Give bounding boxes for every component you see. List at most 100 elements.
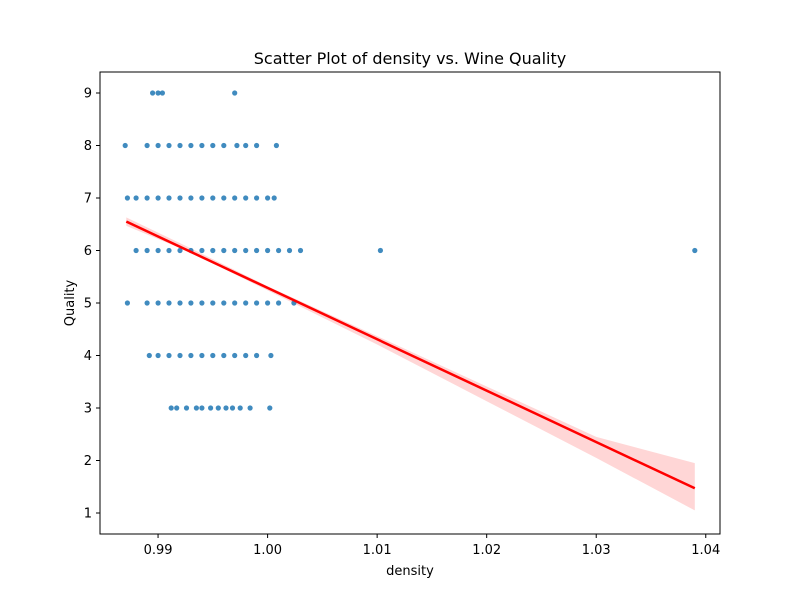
scatter-point bbox=[232, 300, 238, 306]
scatter-point bbox=[144, 142, 150, 149]
scatter-point bbox=[254, 300, 260, 306]
scatter-point bbox=[188, 142, 194, 149]
scatter-point bbox=[177, 247, 183, 254]
scatter-point bbox=[265, 247, 271, 254]
scatter-point bbox=[144, 195, 150, 201]
y-tick-label: 5 bbox=[84, 297, 92, 312]
scatter-point bbox=[243, 352, 249, 359]
x-axis-ticks: 0.99 1.00 1.01 1.02 1.03 1.04 bbox=[144, 534, 720, 558]
x-tick-label: 1.04 bbox=[691, 543, 720, 558]
scatter-point bbox=[166, 300, 172, 306]
scatter-point bbox=[199, 247, 205, 254]
scatter-point bbox=[276, 247, 282, 254]
scatter-point bbox=[146, 352, 152, 359]
scatter-point bbox=[254, 352, 260, 359]
scatter-point bbox=[155, 90, 161, 96]
chart-title: Scatter Plot of density vs. Wine Quality bbox=[254, 49, 566, 68]
scatter-point bbox=[210, 352, 216, 359]
scatter-point bbox=[237, 405, 243, 411]
scatter-point bbox=[254, 142, 260, 149]
scatter-point bbox=[193, 405, 199, 411]
regression-line-layer bbox=[125, 220, 696, 490]
scatter-point bbox=[166, 247, 172, 254]
scatter-point bbox=[199, 352, 205, 359]
scatter-point bbox=[155, 300, 161, 306]
scatter-point bbox=[183, 405, 190, 411]
x-tick-label: 1.00 bbox=[253, 543, 282, 558]
scatter-point bbox=[297, 247, 304, 254]
y-tick-label: 9 bbox=[84, 87, 92, 102]
scatter-point bbox=[254, 195, 260, 201]
confidence-band bbox=[126, 217, 695, 511]
scatter-point bbox=[144, 247, 150, 254]
scatter-point bbox=[234, 142, 240, 149]
scatter-point bbox=[221, 300, 227, 306]
scatter-point bbox=[188, 195, 194, 201]
x-axis-title: density bbox=[386, 564, 434, 579]
scatter-point bbox=[124, 300, 130, 306]
scatter-point bbox=[177, 352, 183, 359]
scatter-point bbox=[265, 300, 271, 306]
scatter-point bbox=[188, 352, 194, 359]
scatter-point bbox=[271, 195, 277, 201]
scatter-point bbox=[243, 300, 249, 306]
scatter-point bbox=[286, 247, 293, 254]
scatter-point bbox=[150, 90, 156, 96]
y-tick-label: 2 bbox=[84, 454, 92, 469]
scatter-point bbox=[177, 195, 183, 201]
x-tick-label: 0.99 bbox=[144, 543, 173, 558]
scatter-point bbox=[122, 142, 128, 149]
confidence-band-layer bbox=[126, 217, 695, 511]
x-tick-label: 1.01 bbox=[363, 543, 392, 558]
scatter-point bbox=[267, 405, 273, 411]
scatter-point bbox=[254, 247, 260, 254]
scatter-point bbox=[265, 195, 271, 201]
scatter-point bbox=[276, 300, 282, 306]
scatter-point bbox=[229, 405, 236, 411]
scatter-point bbox=[174, 405, 180, 411]
y-tick-label: 7 bbox=[84, 192, 92, 207]
scatter-point bbox=[221, 142, 227, 149]
scatter-point bbox=[232, 247, 238, 254]
scatter-point bbox=[133, 195, 139, 201]
scatter-point bbox=[210, 300, 216, 306]
scatter-point bbox=[210, 247, 216, 254]
scatter-point bbox=[223, 405, 229, 411]
y-tick-label: 1 bbox=[84, 507, 92, 522]
regression-line bbox=[125, 220, 696, 490]
x-tick-label: 1.02 bbox=[472, 543, 501, 558]
scatter-point bbox=[247, 405, 253, 411]
scatter-point bbox=[232, 352, 238, 359]
scatter-point bbox=[208, 405, 214, 411]
scatter-point bbox=[210, 142, 216, 149]
scatter-point bbox=[232, 195, 238, 201]
scatter-point bbox=[133, 247, 139, 254]
y-tick-label: 3 bbox=[84, 402, 92, 417]
scatter-point bbox=[177, 142, 183, 149]
scatter-point bbox=[199, 300, 205, 306]
scatter-point bbox=[221, 247, 227, 254]
scatter-point bbox=[168, 405, 174, 411]
y-tick-label: 6 bbox=[84, 244, 92, 259]
scatter-point bbox=[166, 352, 172, 359]
scatter-point bbox=[188, 300, 194, 306]
scatter-point bbox=[155, 247, 161, 254]
scatter-points-layer bbox=[122, 90, 698, 411]
scatter-point bbox=[243, 247, 249, 254]
scatter-point bbox=[268, 352, 274, 359]
scatter-point bbox=[124, 195, 130, 201]
scatter-point bbox=[166, 142, 172, 149]
scatter-point bbox=[210, 195, 216, 201]
scatter-point bbox=[199, 142, 205, 149]
scatter-point bbox=[155, 142, 161, 149]
scatter-point bbox=[155, 195, 161, 201]
y-axis-title: Quality bbox=[63, 279, 78, 326]
scatter-point bbox=[221, 352, 227, 359]
x-tick-label: 1.03 bbox=[582, 543, 611, 558]
scatter-point bbox=[155, 352, 161, 359]
scatter-point bbox=[144, 300, 150, 306]
scatter-point bbox=[177, 300, 183, 306]
scatter-point bbox=[221, 195, 227, 201]
y-axis-ticks: 1 2 3 4 5 6 7 8 9 bbox=[84, 87, 100, 522]
